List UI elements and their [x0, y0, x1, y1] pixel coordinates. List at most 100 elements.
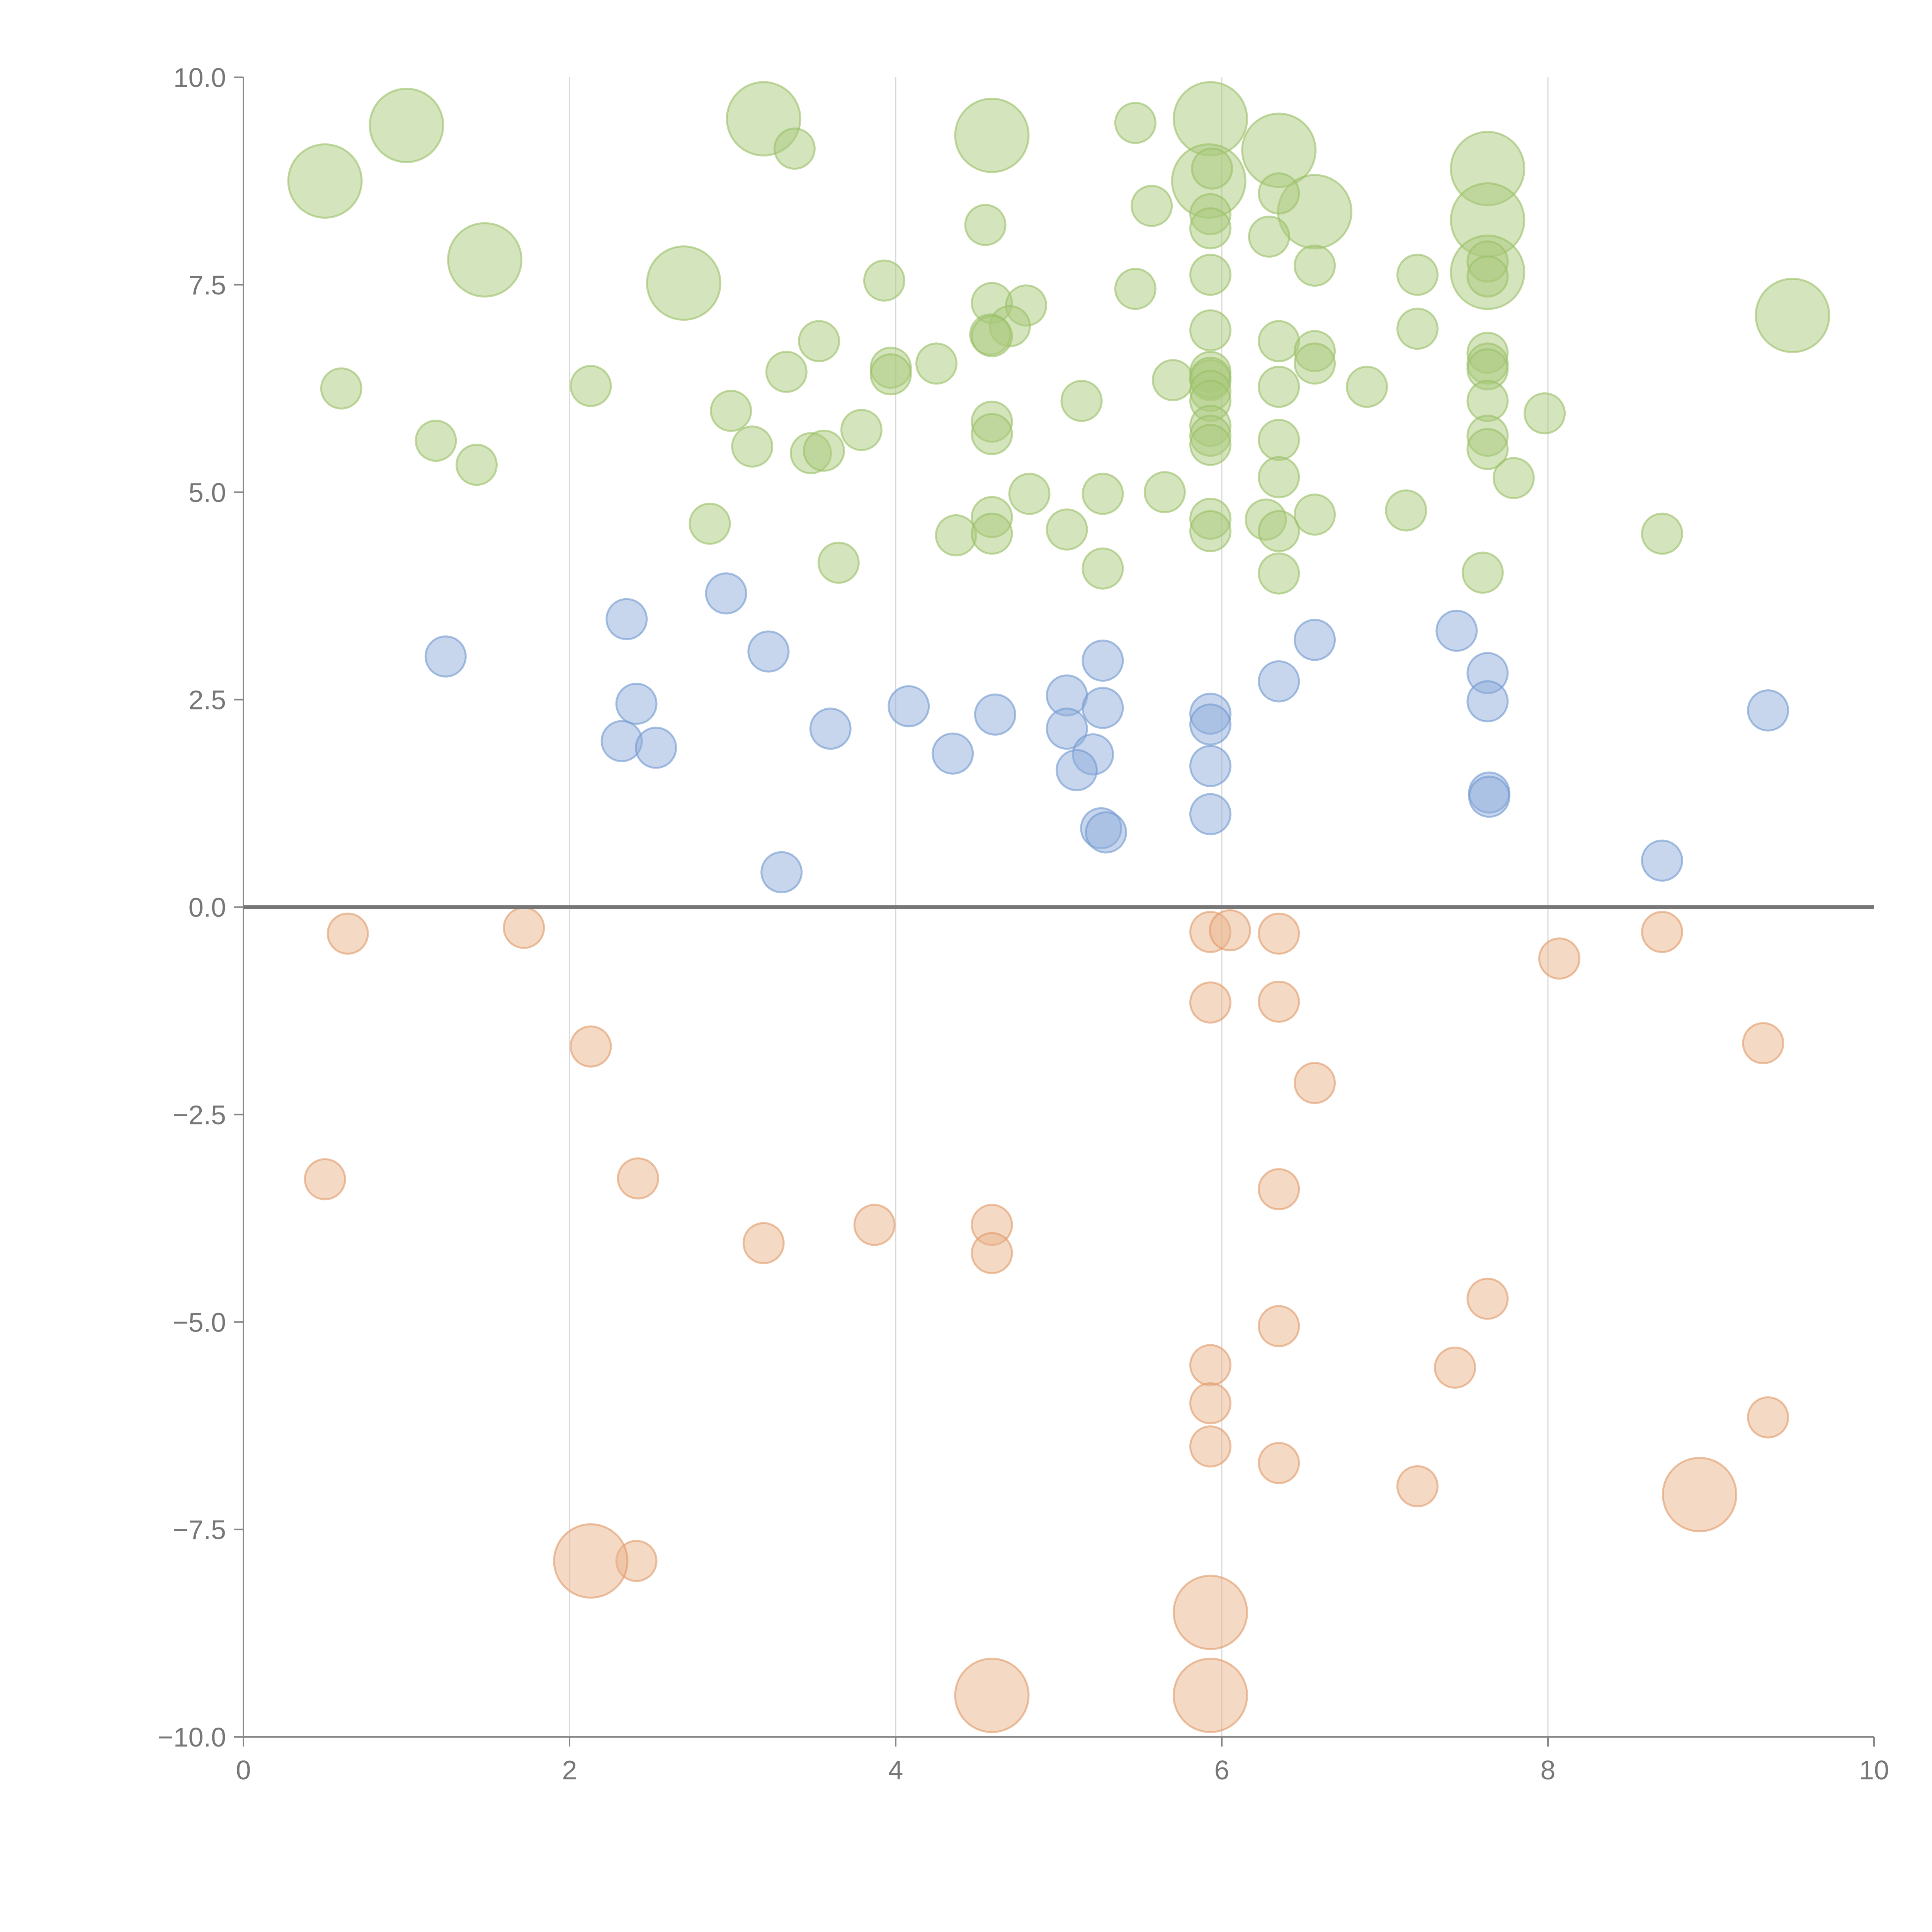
bubble-point-high	[798, 320, 840, 362]
bubble-point-mid	[1055, 749, 1098, 791]
axis-layer: 0 2 4 6 8 10 10.0 7.5 5.0 2.5 0.0 −2.5 −5.0 −7.5 −10.0	[158, 63, 1889, 1785]
bubble-point-mid	[1085, 811, 1127, 854]
bubble-point-low	[1172, 1575, 1248, 1650]
bubble-point-high	[1046, 508, 1088, 551]
bubble-point-low	[1189, 1344, 1231, 1386]
bubble-point-high	[915, 342, 957, 385]
bubble-point-high	[1258, 366, 1300, 408]
bubble-point-high	[1258, 456, 1300, 498]
bubble-point-low	[742, 1222, 785, 1264]
y-tick-label: −5.0	[173, 1307, 226, 1337]
bubble-point-high	[1294, 244, 1336, 287]
x-tick-label: 0	[236, 1755, 251, 1785]
bubble-point-high	[1524, 392, 1566, 435]
bubble-point-mid	[705, 572, 747, 615]
bubble-point-mid	[1189, 703, 1231, 746]
bubble-point-high	[1189, 207, 1231, 250]
bubble-point-high	[1151, 359, 1194, 401]
bubble-point-high	[935, 514, 977, 556]
bubble-point-high	[1082, 473, 1124, 515]
bubble-point-mid	[1189, 745, 1231, 787]
bubble-point-high	[1258, 320, 1300, 362]
bubble-point-high	[1385, 489, 1427, 532]
bubble-point-high	[1060, 380, 1103, 422]
bubble-point-low	[1747, 1396, 1789, 1439]
bubble-point-low	[327, 912, 369, 955]
bubble-point-high	[803, 429, 845, 472]
bubble-point-mid	[1747, 689, 1789, 732]
bubble-point-high	[1008, 473, 1051, 515]
bubble-point-high	[1082, 547, 1124, 590]
bubble-point-low	[1641, 911, 1683, 953]
bubble-point-high	[1294, 493, 1336, 536]
bubble-point-low	[853, 1204, 896, 1246]
bubble-point-low	[1258, 1442, 1300, 1484]
bubble-point-low	[1189, 981, 1231, 1024]
bubble-point-low	[1466, 1277, 1509, 1320]
bubble-point-high	[863, 259, 905, 302]
bubble-point-low	[1742, 1022, 1784, 1065]
bubble-point-mid	[1189, 793, 1231, 835]
bubble-point-high	[646, 245, 721, 321]
bubble-point-high	[971, 315, 1013, 357]
bubble-point-mid	[1082, 639, 1124, 682]
bubble-point-high	[1396, 308, 1439, 350]
bubble-point-low	[1189, 1425, 1231, 1468]
y-tick-label: −2.5	[173, 1100, 226, 1130]
bubble-point-low	[617, 1157, 659, 1200]
bubble-point-high	[570, 365, 612, 407]
bubble-point-mid	[1435, 609, 1478, 652]
bubble-point-high	[710, 389, 752, 432]
x-tick-label: 6	[1214, 1755, 1230, 1785]
bubble-point-high	[1466, 428, 1509, 470]
y-tick-label: 5.0	[189, 478, 226, 508]
bubble-point-low	[1662, 1457, 1737, 1532]
bubble-point-high	[1114, 268, 1156, 310]
bubble-point-high	[287, 143, 363, 219]
bubble-point-mid	[1468, 776, 1510, 818]
bubble-point-high	[971, 413, 1013, 455]
bubble-point-high	[1114, 102, 1156, 144]
bubble-point-high	[689, 502, 731, 545]
bubble-point-high	[415, 420, 457, 462]
bubble-point-low	[1258, 1168, 1300, 1211]
bubble-point-high	[1346, 366, 1388, 408]
bubble-point-low	[1294, 1062, 1336, 1104]
bubble-point-high	[773, 128, 816, 170]
bubble-point-high	[1248, 215, 1290, 258]
bubble-point-low	[1258, 912, 1300, 955]
bubble-point-high	[1258, 172, 1300, 215]
bubble-point-low	[1209, 909, 1251, 952]
x-tick-label: 10	[1859, 1755, 1889, 1785]
bubble-layer	[287, 81, 1830, 1733]
bubble-point-low	[1172, 1658, 1248, 1733]
bubble-point-low	[1258, 980, 1300, 1023]
bubble-point-high	[1641, 512, 1683, 555]
bubble-point-low	[1258, 1305, 1300, 1347]
bubble-point-high	[1189, 423, 1231, 466]
bubble-point-low	[553, 1523, 629, 1599]
bubble-point-high	[1294, 342, 1336, 385]
bubble-point-mid	[1294, 619, 1336, 661]
y-tick-label: 0.0	[189, 893, 226, 923]
bubble-point-high	[964, 204, 1007, 246]
bubble-point-mid	[809, 707, 852, 750]
x-tick-label: 4	[888, 1755, 903, 1785]
bubble-point-mid	[615, 682, 658, 725]
y-tick-label: 10.0	[173, 63, 226, 93]
bubble-point-high	[954, 97, 1030, 173]
bubble-point-high	[1258, 510, 1300, 553]
bubble-point-low	[503, 906, 545, 949]
bubble-point-mid	[635, 726, 677, 769]
bubble-point-high	[447, 222, 523, 298]
bubble-point-mid	[600, 720, 643, 762]
bubble-point-high	[1143, 471, 1186, 514]
bubble-point-high	[1189, 510, 1231, 553]
bubble-point-high	[1755, 277, 1830, 353]
bubble-point-high	[455, 444, 498, 486]
x-tick-label: 8	[1541, 1755, 1556, 1785]
bubble-point-low	[954, 1658, 1030, 1733]
bubble-point-low	[1396, 1465, 1439, 1507]
bubble-point-mid	[1046, 707, 1088, 750]
